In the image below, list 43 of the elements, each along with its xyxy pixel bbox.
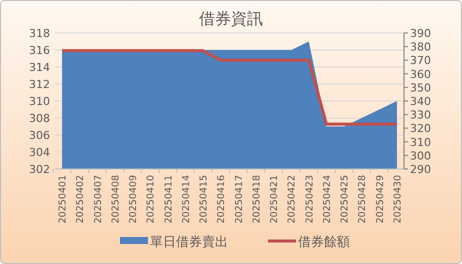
y2-tick-label: 380 bbox=[410, 40, 431, 54]
y2-tick-label: 350 bbox=[410, 81, 431, 94]
y2-tick-label: 340 bbox=[410, 95, 431, 108]
y2-tick-label: 370 bbox=[410, 54, 431, 68]
y2-tick-label: 330 bbox=[410, 108, 431, 122]
y2-tick-label: 290 bbox=[410, 163, 431, 176]
x-tick-label: 20250408 bbox=[110, 175, 122, 224]
x-tick-label: 20250422 bbox=[286, 175, 298, 224]
y-tick-label: 302 bbox=[29, 163, 50, 176]
x-tick-label: 20250402 bbox=[75, 175, 86, 224]
y2-tick-label: 320 bbox=[410, 122, 431, 136]
x-tick-label: 20250417 bbox=[234, 175, 245, 224]
y-tick-label: 318 bbox=[29, 27, 50, 40]
x-tick-label: 20250407 bbox=[92, 175, 104, 224]
x-tick-label: 20250424 bbox=[322, 175, 333, 224]
y-tick-label: 304 bbox=[29, 146, 50, 159]
legend-label: 借券餘額 bbox=[298, 235, 350, 250]
x-tick-label: 20250415 bbox=[198, 175, 210, 224]
x-tick-label: 20250421 bbox=[269, 175, 280, 224]
x-tick-label: 20250418 bbox=[251, 175, 262, 224]
y-tick-label: 312 bbox=[29, 78, 50, 91]
chart-title: 借券資訊 bbox=[199, 9, 263, 28]
y-tick-label: 308 bbox=[29, 112, 50, 125]
x-tick-label: 20250429 bbox=[374, 175, 386, 224]
y2-tick-label: 300 bbox=[410, 149, 431, 162]
x-tick-label: 20250425 bbox=[340, 175, 351, 224]
x-tick-label: 20250409 bbox=[128, 175, 140, 224]
y2-tick-label: 360 bbox=[410, 68, 431, 81]
y2-tick-label: 390 bbox=[410, 27, 431, 40]
y-tick-label: 314 bbox=[29, 61, 50, 74]
x-tick-label: 20250428 bbox=[357, 175, 368, 224]
x-tick-label: 20250401 bbox=[58, 175, 69, 224]
x-tick-label: 20250430 bbox=[392, 175, 404, 224]
x-tick-label: 20250423 bbox=[304, 175, 316, 224]
y-tick-label: 310 bbox=[29, 95, 50, 108]
y-tick-label: 316 bbox=[29, 44, 50, 57]
x-tick-label: 20250416 bbox=[216, 175, 228, 224]
x-tick-label: 20250411 bbox=[163, 175, 174, 224]
y-tick-label: 306 bbox=[29, 129, 50, 142]
x-tick-label: 20250410 bbox=[146, 175, 157, 224]
x-tick-label: 20250414 bbox=[180, 175, 192, 224]
y2-tick-label: 310 bbox=[410, 136, 431, 149]
legend-label: 單日借券賣出 bbox=[150, 235, 228, 250]
